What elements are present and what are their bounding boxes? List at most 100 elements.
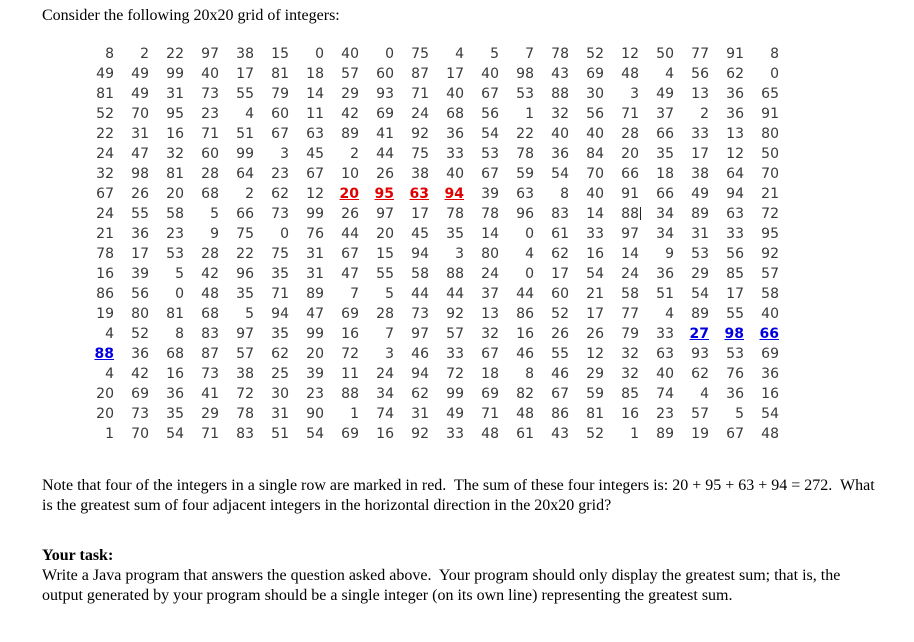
grid-cell: 86: [96, 286, 114, 302]
grid-cell: 35: [271, 266, 289, 282]
grid-cell: 40: [586, 126, 604, 142]
grid-cell: 8: [175, 326, 184, 342]
grid-cell: 62: [551, 246, 569, 262]
grid-cell: 68: [201, 186, 219, 202]
grid-row: 24 55 58 5 66 73 99 26 97 17 78 78 96 83 14 88 34 89 63 72: [79, 204, 876, 224]
grid-cell: 73: [271, 206, 289, 222]
grid-cell: 26: [131, 186, 149, 202]
grid-cell: 28: [201, 246, 219, 262]
grid-cell: 31: [131, 126, 149, 142]
grid-cell: 75: [411, 146, 429, 162]
grid-cell: 46: [516, 346, 534, 362]
grid-cell: 69: [131, 386, 149, 402]
grid-cell: 33: [446, 426, 464, 442]
grid-cell: 60: [271, 106, 289, 122]
grid-cell: 48: [621, 66, 639, 82]
grid-cell: 41: [201, 386, 219, 402]
grid-cell: 40: [341, 46, 359, 62]
grid-cell: 1: [630, 426, 639, 442]
grid-cell: 17: [586, 306, 604, 322]
grid-cell: 21: [96, 226, 114, 242]
text-caret: [640, 207, 641, 220]
grid-cell: 86: [516, 306, 534, 322]
grid-cell: 74: [656, 386, 674, 402]
grid-cell: 35: [656, 146, 674, 162]
grid-cell: 52: [96, 106, 114, 122]
grid-cell: 29: [201, 406, 219, 422]
grid-cell: 31: [271, 406, 289, 422]
grid-cell: 38: [236, 366, 254, 382]
grid-cell: 20: [166, 186, 184, 202]
grid-cell: 4: [105, 326, 114, 342]
grid-cell: 73: [201, 86, 219, 102]
grid-cell: 89: [691, 306, 709, 322]
grid-cell: 48: [481, 426, 499, 442]
grid-cell: 69: [586, 66, 604, 82]
grid-cell: 54: [306, 426, 324, 442]
grid-cell: 63: [306, 126, 324, 142]
grid-cell: 98: [131, 166, 149, 182]
grid-cell: 91: [761, 106, 779, 122]
grid-cell: 67: [306, 166, 324, 182]
grid-cell: 30: [271, 386, 289, 402]
grid-cell: 72: [761, 206, 779, 222]
grid-cell: 17: [691, 146, 709, 162]
grid-cell: 46: [551, 366, 569, 382]
grid-cell: 36: [656, 266, 674, 282]
grid-cell: 68: [446, 106, 464, 122]
grid-cell: 21: [761, 186, 779, 202]
grid-cell: 63: [656, 346, 674, 362]
grid-cell: 56: [586, 106, 604, 122]
grid-cell: 29: [691, 266, 709, 282]
grid-cell: 66: [656, 186, 674, 202]
grid-cell: 53: [166, 246, 184, 262]
grid-cell: 12: [726, 146, 744, 162]
grid-cell: 32: [96, 166, 114, 182]
grid-cell: 7: [350, 286, 359, 302]
grid-cell: 47: [306, 306, 324, 322]
grid-cell: 69: [481, 386, 499, 402]
grid-cell-blue: 88: [94, 346, 114, 362]
note-paragraph: Note that four of the integers in a sing…: [42, 477, 879, 514]
grid-cell: 99: [306, 326, 324, 342]
grid-cell: 18: [656, 166, 674, 182]
grid-cell: 1: [350, 406, 359, 422]
grid-cell: 97: [201, 46, 219, 62]
grid-cell: 70: [131, 426, 149, 442]
grid-cell: 0: [175, 286, 184, 302]
grid-cell: 17: [131, 246, 149, 262]
grid-cell: 83: [236, 426, 254, 442]
grid-cell: 8: [560, 186, 569, 202]
grid-cell: 41: [376, 126, 394, 142]
grid-cell: 2: [700, 106, 709, 122]
grid-cell: 0: [770, 66, 779, 82]
grid-cell: 23: [166, 226, 184, 242]
grid-cell: 20: [621, 146, 639, 162]
grid-cell: 94: [726, 186, 744, 202]
grid-cell: 38: [411, 166, 429, 182]
grid-cell: 4: [455, 46, 464, 62]
grid-cell: 31: [411, 406, 429, 422]
grid-cell-red: 94: [444, 186, 464, 202]
grid-cell: 87: [201, 346, 219, 362]
grid-cell: 3: [280, 146, 289, 162]
grid-cell: 91: [726, 46, 744, 62]
grid-cell: 44: [446, 286, 464, 302]
grid-cell: 3: [630, 86, 639, 102]
grid-cell-red: 63: [409, 186, 429, 202]
grid-cell: 61: [551, 226, 569, 242]
grid-cell: 14: [621, 246, 639, 262]
grid-cell: 15: [376, 246, 394, 262]
grid-cell: 71: [271, 286, 289, 302]
grid-cell: 89: [656, 426, 674, 442]
grid-cell: 76: [306, 226, 324, 242]
grid-cell: 18: [306, 66, 324, 82]
grid-cell: 24: [96, 206, 114, 222]
grid-cell: 78: [96, 246, 114, 262]
grid-cell: 50: [656, 46, 674, 62]
grid-cell: 34: [656, 226, 674, 242]
grid-cell-blue: 98: [724, 326, 744, 342]
grid-cell: 22: [166, 46, 184, 62]
grid-row: 19 80 81 68 5 94 47 69 28 73 92 13 86 52 17 77 4 89 55 40: [79, 304, 876, 324]
grid-cell: 77: [621, 306, 639, 322]
